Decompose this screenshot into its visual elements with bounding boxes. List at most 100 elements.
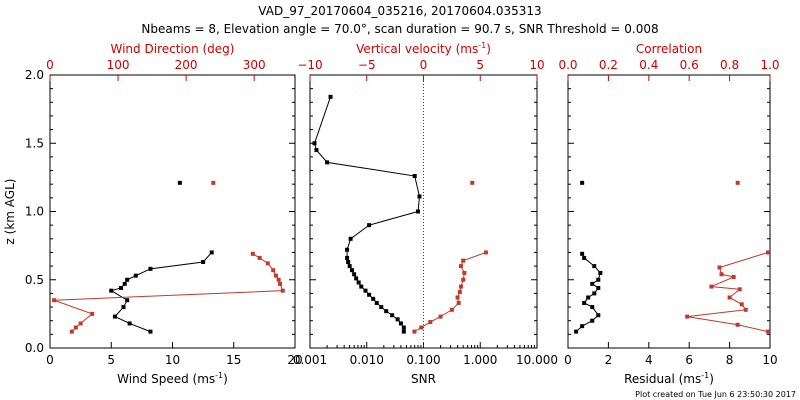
top-axis-label: Vertical velocity (ms-1) — [356, 41, 491, 56]
correlation-point — [717, 265, 722, 270]
wind-speed-point — [122, 281, 127, 286]
vertical-velocity-point — [458, 284, 463, 289]
x-tick-label: 5 — [107, 353, 115, 367]
vertical-velocity-point — [449, 307, 454, 312]
wind-speed-point — [148, 329, 153, 334]
snr-point — [390, 313, 395, 318]
residual-isolated-point — [580, 180, 585, 185]
correlation-point — [709, 284, 714, 289]
correlation-point — [727, 295, 732, 300]
snr-point — [354, 276, 359, 281]
residual-point — [590, 318, 595, 323]
snr-point — [345, 247, 350, 252]
x-tick-label: 4 — [645, 353, 653, 367]
snr-point — [398, 321, 403, 326]
top-tick-label: 0 — [420, 58, 428, 72]
plot-footer: Plot created on Tue Jun 6 23:50:30 2017 — [635, 390, 796, 399]
panel-snr: 0.001 0.010 0.100 1.000 10.000 SNR −10 −5 0 5 10 Ve… — [293, 41, 558, 386]
top-tick-label: 5 — [476, 58, 484, 72]
snr-point — [346, 260, 351, 265]
snr-point — [371, 296, 376, 301]
vertical-velocity-point — [461, 258, 466, 263]
vertical-velocity-point — [428, 320, 433, 325]
correlation-point — [743, 307, 748, 312]
residual-point — [586, 295, 591, 300]
top-axis-label: Correlation — [636, 42, 702, 56]
x-tick-label: 2 — [605, 353, 613, 367]
panel-frame — [567, 74, 771, 349]
snr-point — [412, 174, 417, 179]
correlation-isolated-point — [735, 180, 740, 185]
top-axis-label: Wind Direction (deg) — [111, 42, 235, 56]
x-tick-label: 0.001 — [293, 353, 327, 367]
wind-speed-point — [125, 298, 130, 303]
vertical-velocity-point — [412, 329, 417, 334]
y-tick-label: 1.0 — [25, 205, 44, 219]
top-tick-label: 200 — [175, 58, 198, 72]
vertical-velocity-point — [483, 250, 488, 255]
x-tick-label: 6 — [685, 353, 693, 367]
correlation-point — [685, 314, 690, 319]
wind-direction-point — [78, 321, 83, 326]
snr-point — [347, 264, 352, 269]
wind-direction-point — [250, 251, 255, 256]
top-tick-label: 0 — [46, 58, 54, 72]
snr-point — [367, 292, 372, 297]
correlation-point — [719, 272, 724, 277]
y-tick-label: 1.5 — [25, 136, 44, 150]
x-tick-label: 8 — [726, 353, 734, 367]
top-tick-label: 300 — [243, 58, 266, 72]
wind-direction-point — [276, 277, 281, 282]
vertical-velocity-point — [457, 290, 462, 295]
panel-wind: 0 5 10 15 20 Wind Speed (ms-1) 0 100 200 300 Wind … — [3, 42, 303, 386]
wind-speed-point — [109, 288, 114, 293]
residual-point — [582, 255, 587, 260]
wind-speed-line — [109, 252, 213, 333]
snr-point — [352, 272, 357, 277]
residual-point — [590, 305, 595, 310]
wind-direction-point — [69, 329, 74, 334]
snr-point — [359, 284, 364, 289]
vertical-velocity-point — [461, 277, 466, 282]
x-tick-label: 10 — [165, 353, 180, 367]
wind-speed-point — [148, 266, 153, 271]
x-tick-label: 10.000 — [516, 353, 558, 367]
snr-point — [395, 317, 400, 322]
wind-speed-point — [127, 321, 132, 326]
wind-direction-point — [271, 268, 276, 273]
top-tick-label: 0.8 — [720, 58, 739, 72]
snr-point — [356, 280, 361, 285]
residual-point — [580, 251, 585, 256]
top-tick-label: 0.4 — [639, 58, 658, 72]
wind-direction-point — [73, 325, 78, 330]
vertical-velocity-point — [438, 314, 443, 319]
wind-speed-isolated-point — [177, 180, 182, 185]
wind-speed-point — [201, 260, 206, 265]
residual-point — [592, 264, 597, 269]
plot-title: VAD_97_20170604_035216, 20170604.035313 — [258, 4, 541, 18]
vertical-velocity-point — [419, 325, 424, 330]
correlation-point — [765, 329, 770, 334]
snr-point — [345, 255, 350, 260]
x-tick-label: 0.010 — [350, 353, 384, 367]
residual-point — [574, 329, 579, 334]
top-tick-label: 0.2 — [599, 58, 618, 72]
x-tick-label: 1.000 — [463, 353, 497, 367]
wind-direction-point — [273, 273, 278, 278]
x-tick-label: 15 — [226, 353, 241, 367]
correlation-point — [737, 287, 742, 292]
wind-speed-point — [133, 273, 138, 278]
panel-frame — [49, 74, 296, 349]
correlation-point — [739, 302, 744, 307]
top-tick-label: 1.0 — [760, 58, 779, 72]
top-tick-label: 100 — [107, 58, 130, 72]
residual-point — [582, 300, 587, 305]
correlation-point — [731, 275, 736, 280]
y-tick-label: 0.0 — [25, 341, 44, 355]
vertical-velocity-isolated-point — [470, 180, 475, 185]
snr-line — [313, 96, 421, 332]
top-tick-label: −5 — [358, 58, 376, 72]
snr-point — [312, 141, 317, 146]
